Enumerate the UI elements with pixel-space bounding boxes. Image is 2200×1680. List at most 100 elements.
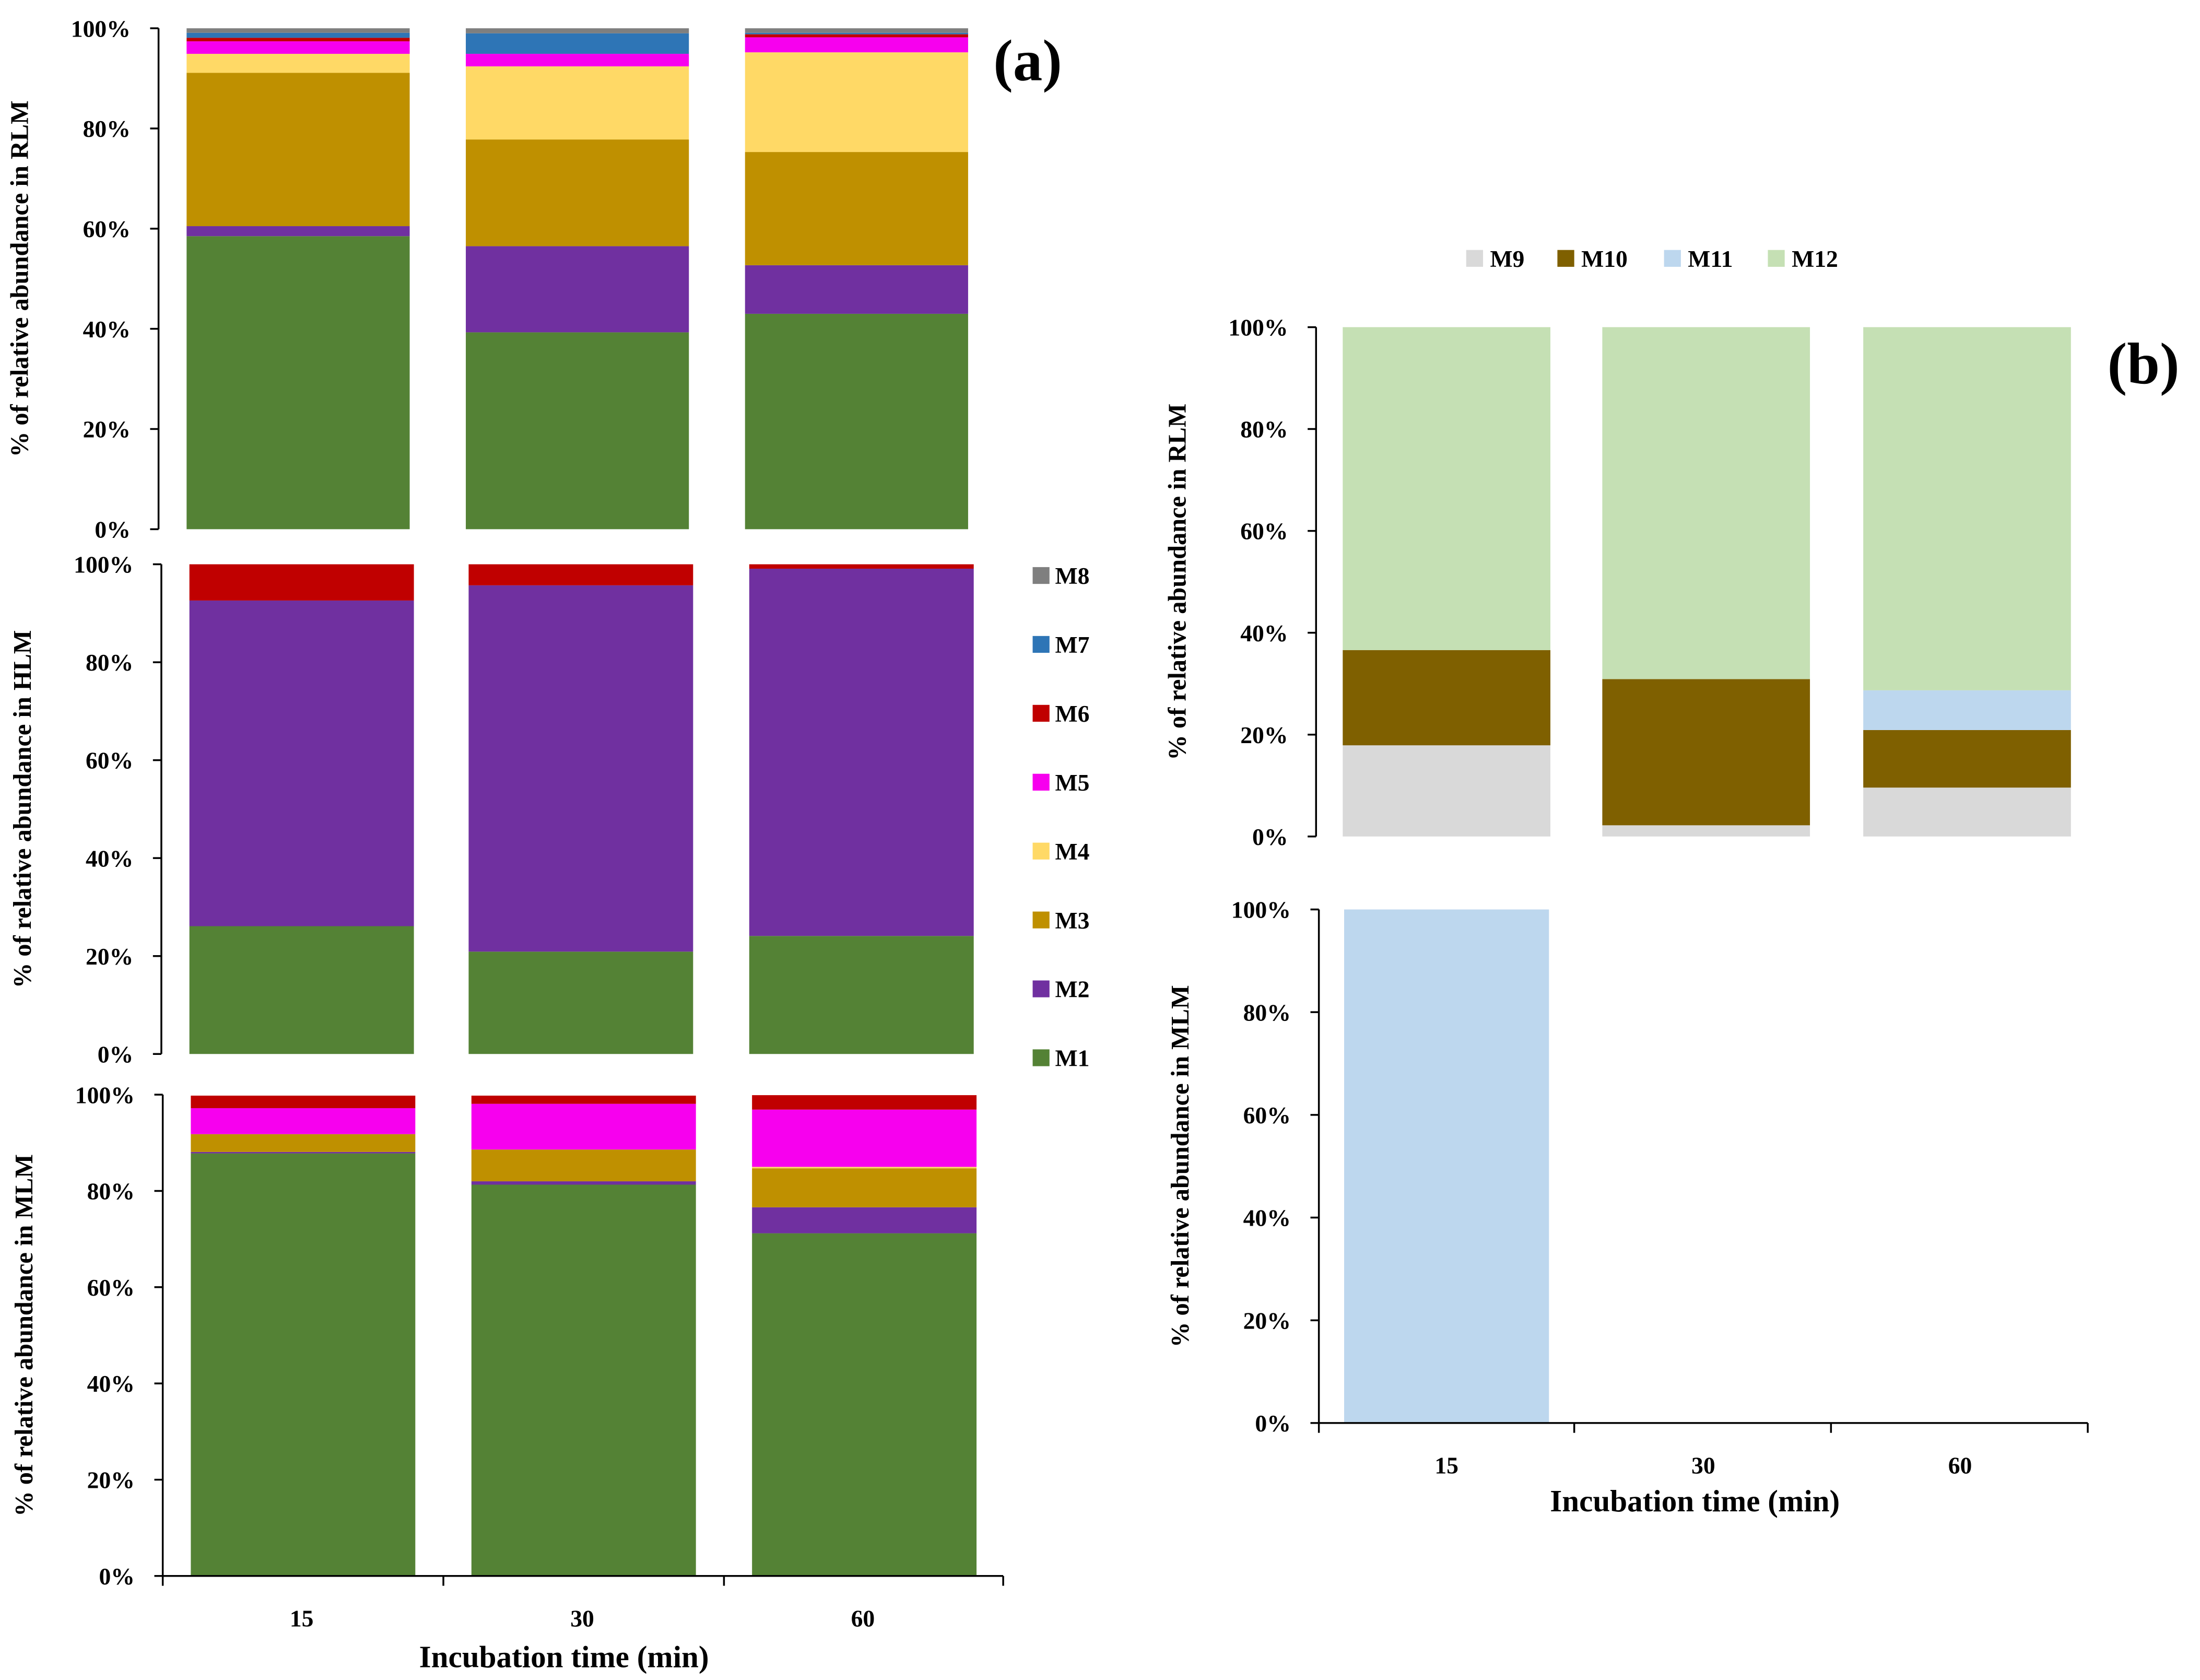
- bar-segment-m1-15: [191, 1153, 416, 1576]
- bar-segment-m10-15: [1343, 650, 1550, 746]
- bar-segment-m4-30: [466, 66, 689, 140]
- y-tick-label: 40%: [83, 316, 131, 343]
- bar-segment-m7-60: [745, 32, 968, 34]
- y-tick-label: 60%: [1240, 518, 1288, 545]
- legend-item-m8: M8: [1032, 562, 1090, 589]
- y-tick-label: 80%: [86, 649, 133, 676]
- bar-segment-m3-30: [466, 139, 689, 246]
- bar-segment-m6-30: [471, 1096, 696, 1104]
- y-tick-label: 20%: [87, 1467, 135, 1494]
- y-tick-label: 60%: [87, 1274, 135, 1301]
- bar-segment-m6-30: [468, 564, 693, 585]
- bar-segment-m1-30: [471, 1184, 696, 1576]
- bar-segment-m6-15: [191, 1096, 416, 1108]
- bar-segment-m4-60: [745, 52, 968, 152]
- y-tick-label: 40%: [1243, 1205, 1291, 1231]
- bar-segment-m5-15: [186, 41, 410, 54]
- y-tick-label: 100%: [75, 1082, 135, 1108]
- x-tick-label: 15: [1434, 1452, 1458, 1479]
- chart-b-rlm: 0% 20% 40% 60% 80% 100% % of relative abundanc…: [1163, 314, 2071, 850]
- legend-label: M11: [1688, 245, 1733, 272]
- legend-label: M10: [1581, 245, 1628, 272]
- legend-label: M3: [1055, 907, 1090, 934]
- legend-item-m10: M10: [1557, 245, 1628, 272]
- legend-item-m12: M12: [1768, 245, 1838, 272]
- y-tick-label: 80%: [1243, 999, 1291, 1026]
- bar-segment-m12-60: [1863, 327, 2071, 690]
- legend-item-m7: M7: [1032, 631, 1090, 658]
- legend-item-m4: M4: [1032, 838, 1090, 865]
- legend-label: M7: [1055, 631, 1090, 658]
- bar-segment-m5-60: [745, 37, 968, 53]
- x-axis-title: Incubation time (min): [1550, 1484, 1840, 1518]
- legend-label: M9: [1490, 245, 1524, 272]
- bar-segment-m5-30: [471, 1103, 696, 1150]
- y-tick-label: 60%: [1243, 1102, 1291, 1129]
- bar-segment-m3-60: [752, 1168, 977, 1207]
- legend-swatch: [1032, 567, 1050, 584]
- x-tick-label: 30: [570, 1605, 594, 1631]
- legend-label: M5: [1055, 769, 1090, 796]
- legend-label: M8: [1055, 562, 1090, 589]
- y-axis-label: % of relative abundance in MLM: [1167, 985, 1194, 1347]
- legend-swatch: [1768, 250, 1785, 267]
- y-tick-label: 0%: [95, 516, 130, 543]
- bar-segment-m2-30: [466, 246, 689, 333]
- legend-item-m1: M1: [1032, 1045, 1089, 1072]
- legend-label: M4: [1055, 838, 1090, 865]
- x-axis-title: Incubation time (min): [419, 1639, 709, 1674]
- legend-swatch: [1032, 704, 1050, 722]
- panel-label-a: (a): [993, 28, 1062, 93]
- bar-segment-m6-60: [745, 34, 968, 38]
- y-tick-label: 100%: [71, 15, 131, 42]
- y-tick-label: 100%: [74, 551, 133, 578]
- bar-segment-m2-60: [749, 568, 974, 936]
- bar-segment-m7-15: [186, 32, 410, 38]
- bar-segment-m9-30: [1602, 825, 1810, 837]
- bar-segment-m1-30: [466, 332, 689, 530]
- bar-segment-m7-30: [466, 33, 689, 54]
- legend-swatch: [1032, 980, 1050, 997]
- y-tick-label: 80%: [83, 115, 131, 142]
- bar-segment-m10-60: [1863, 730, 2071, 788]
- legend-item-m11: M11: [1664, 245, 1733, 272]
- chart-a-mlm: 0% 20% 40% 60% 80% 100% % of relative abundanc…: [10, 1082, 1004, 1674]
- bar-segment-m1-15: [189, 926, 414, 1054]
- legend-swatch: [1032, 911, 1050, 929]
- bar-segment-m2-30: [471, 1181, 696, 1185]
- chart-a-rlm: 0% 20% 40% 60% 80% 100% % of relative abundanc…: [6, 15, 968, 543]
- chart-a-hlm: 0% 20% 40% 60% 80% 100% % of relative abundanc…: [9, 551, 974, 1067]
- bar-segment-m6-60: [752, 1095, 977, 1110]
- y-tick-label: 0%: [98, 1041, 133, 1067]
- legend-a: M8 M7 M6 M5 M4 M3 M2 M1: [1032, 562, 1090, 1072]
- bar-segment-m6-60: [749, 564, 974, 569]
- bar-segment-m1-60: [749, 936, 974, 1054]
- x-tick-label: 60: [1948, 1452, 1972, 1479]
- bar-segment-m9-15: [1343, 745, 1550, 837]
- y-tick-label: 20%: [83, 416, 131, 443]
- y-tick-label: 20%: [1243, 1307, 1291, 1334]
- bar-segment-m10-30: [1602, 679, 1810, 826]
- legend-item-m2: M2: [1032, 976, 1089, 1003]
- bar-segment-m1-30: [468, 951, 693, 1054]
- bar-segment-m3-60: [745, 152, 968, 265]
- bar-segment-m5-60: [752, 1109, 977, 1167]
- chart-b-mlm: 0% 20% 40% 60% 80% 100% % of relative abundanc…: [1167, 897, 2089, 1518]
- legend-swatch: [1032, 842, 1050, 860]
- bar-segment-m9-60: [1863, 788, 2071, 837]
- bar-segment-m2-15: [186, 226, 410, 237]
- bar-segment-m1-15: [186, 236, 410, 530]
- bar-segment-m5-30: [466, 54, 689, 67]
- legend-label: M12: [1792, 245, 1838, 272]
- y-tick-label: 40%: [86, 845, 133, 872]
- bar-segment-m11-60: [1863, 690, 2071, 730]
- y-axis-label: % of relative abundance in RLM: [1163, 404, 1191, 760]
- y-tick-label: 60%: [86, 747, 133, 774]
- bar-segment-m2-30: [468, 585, 693, 952]
- legend-swatch: [1032, 636, 1050, 653]
- bar-segment-m4-15: [186, 54, 410, 73]
- y-tick-label: 20%: [86, 943, 133, 970]
- x-tick-label: 60: [851, 1605, 875, 1631]
- bar-segment-m2-60: [752, 1207, 977, 1233]
